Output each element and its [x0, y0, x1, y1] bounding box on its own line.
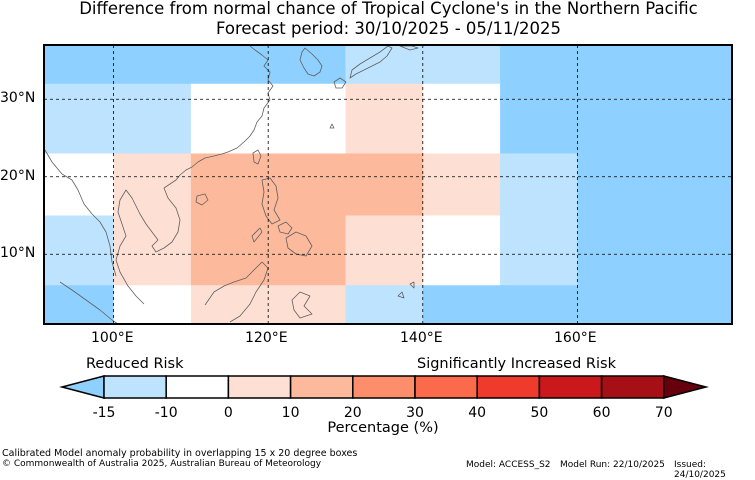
colorbar-segment: [352, 375, 416, 399]
grid-cell: [44, 153, 115, 216]
grid-cell: [422, 215, 501, 286]
grid-cell: [500, 215, 578, 286]
grid-cell: [44, 215, 115, 286]
japan-coastline: [349, 45, 393, 79]
grid-cell: [190, 153, 424, 216]
grid-cell: [44, 285, 115, 325]
footer-method: Calibrated Model anomaly probability in …: [2, 448, 358, 459]
korea-coastline: [299, 47, 323, 77]
grid-cell: [113, 285, 192, 325]
lat-tick-30: 30°N: [0, 90, 36, 106]
borneo-coastline: [204, 261, 269, 323]
grid-cell: [345, 83, 424, 154]
map-title: Difference from normal chance of Tropica…: [79, 0, 698, 18]
reduced-risk-label: Reduced Risk: [86, 356, 184, 372]
colorbar-under-arrow: [59, 375, 105, 399]
colorbar-tick-label: 70: [654, 405, 673, 421]
lon-tick-160: 160°E: [554, 330, 597, 346]
footer-model: Model: ACCESS_S2: [466, 460, 551, 470]
grid-cell: [500, 83, 733, 154]
colorbar-tick-label: 0: [223, 405, 233, 421]
colorbar-axis-label: Percentage (%): [327, 420, 439, 436]
grid-cell: [345, 215, 424, 286]
mindanao-coastline: [285, 231, 313, 257]
forecast-map: [43, 44, 733, 325]
grid-cell: [113, 215, 192, 286]
colorbar-segment: [227, 375, 292, 399]
colorbar-segment: [538, 375, 603, 399]
footer-copyright: © Commonwealth of Australia 2025, Austra…: [2, 459, 322, 469]
map-frame: [43, 44, 733, 325]
grid-cell: [345, 45, 424, 85]
colorbar-tick-label: 20: [343, 405, 362, 421]
colorbar-over-arrow: [663, 375, 709, 399]
colorbar-segment: [165, 375, 230, 399]
colorbar-tick-label: 10: [281, 405, 300, 421]
increased-risk-label: Significantly Increased Risk: [417, 356, 616, 372]
probability-grid: [44, 45, 733, 325]
grid-cell: [44, 45, 346, 85]
colorbar-tick-label: 50: [530, 405, 549, 421]
colorbar-segment: [600, 375, 665, 399]
grid-cell: [500, 153, 578, 216]
lat-tick-10: 10°N: [0, 245, 36, 261]
bay-of-bengal-coastline: [44, 149, 117, 277]
colorbar-tick-label: -15: [92, 405, 116, 421]
palawan-coastline: [251, 227, 263, 243]
grid-cell: [577, 153, 733, 216]
kyushu-coastline: [333, 77, 347, 89]
colorbar-segment: [289, 375, 354, 399]
grid-cell: [44, 83, 192, 154]
colorbar-tick-label: -10: [154, 405, 178, 421]
footer-model-run: Model Run: 22/10/2025: [560, 460, 665, 470]
hainan-coastline: [195, 193, 209, 206]
celebes-coastline: [291, 291, 313, 319]
colorbar-segment: [103, 375, 167, 399]
sumatra-coastline: [59, 281, 119, 325]
colorbar-tick-label: 60: [592, 405, 611, 421]
lon-tick-140: 140°E: [400, 330, 443, 346]
colorbar: [59, 375, 709, 399]
lon-tick-100: 100°E: [91, 330, 134, 346]
grid-cell: [422, 83, 501, 154]
taiwan-coastline: [252, 149, 262, 165]
colorbar-segment: [476, 375, 541, 399]
colorbar-tick-label: 30: [406, 405, 424, 421]
footer-issued: Issued: 24/10/2025: [674, 460, 726, 480]
coastlines: [44, 45, 419, 325]
grid-cell: [500, 45, 733, 85]
china-coastline: [163, 45, 274, 189]
grid-cell: [345, 285, 424, 325]
visayas-coastline: [277, 221, 293, 235]
lat-tick-20: 20°N: [0, 168, 36, 184]
lon-tick-120: 120°E: [245, 330, 288, 346]
grid-cell: [422, 45, 501, 85]
grid-cell: [577, 215, 733, 286]
grid-cell: [422, 153, 501, 216]
luzon-coastline: [261, 177, 281, 225]
forecast-period: Forecast period: 30/10/2025 - 05/11/2025: [215, 19, 562, 38]
graticule: [44, 45, 732, 324]
indochina-coastline: [115, 187, 181, 305]
pacific-islands: [329, 123, 415, 299]
colorbar-tick-label: 40: [468, 405, 487, 421]
colorbar-segment: [414, 375, 478, 399]
grid-cell: [113, 153, 192, 216]
